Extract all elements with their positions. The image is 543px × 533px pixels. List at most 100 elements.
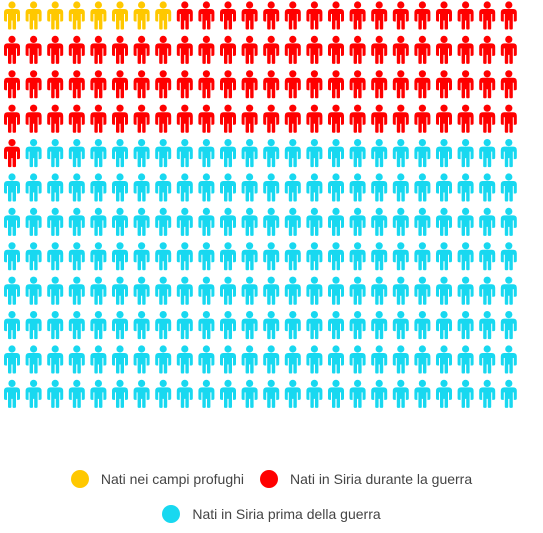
person-icon <box>112 311 128 340</box>
person-icon <box>349 242 366 271</box>
person-icon <box>284 276 301 305</box>
person-icon <box>112 104 128 133</box>
person-icon <box>68 139 85 168</box>
person-icon <box>479 104 496 133</box>
person-icon <box>436 173 452 202</box>
person-icon <box>479 242 496 271</box>
person-icon <box>176 70 193 99</box>
person-icon <box>500 379 517 408</box>
person-icon <box>414 35 431 64</box>
person-icon <box>306 242 323 271</box>
person-icon <box>198 207 215 236</box>
person-icon <box>328 311 344 340</box>
person-icon <box>457 345 474 374</box>
person-icon <box>349 345 366 374</box>
person-icon <box>479 276 496 305</box>
person-icon <box>155 345 172 374</box>
person-icon <box>25 1 42 30</box>
person-icon <box>4 379 20 408</box>
person-icon <box>155 70 172 99</box>
person-icon <box>68 35 85 64</box>
person-icon <box>414 1 431 30</box>
person-icon <box>68 345 85 374</box>
person-icon <box>263 311 280 340</box>
person-icon <box>90 379 107 408</box>
person-icon <box>176 35 193 64</box>
person-icon <box>198 276 215 305</box>
person-icon <box>500 242 517 271</box>
person-icon <box>176 345 193 374</box>
person-icon <box>90 139 107 168</box>
person-icon <box>47 345 64 374</box>
person-icon <box>414 207 431 236</box>
person-icon <box>220 379 236 408</box>
person-icon <box>436 276 452 305</box>
person-icon <box>25 311 42 340</box>
person-icon <box>284 35 301 64</box>
person-icon <box>457 104 474 133</box>
person-icon <box>133 104 150 133</box>
person-icon <box>112 242 128 271</box>
person-icon <box>328 242 344 271</box>
person-icon <box>414 70 431 99</box>
person-icon <box>198 104 215 133</box>
person-icon <box>284 345 301 374</box>
person-icon <box>436 139 452 168</box>
person-icon <box>47 207 64 236</box>
person-icon <box>198 311 215 340</box>
person-icon <box>4 345 20 374</box>
person-icon <box>414 379 431 408</box>
person-icon <box>176 311 193 340</box>
person-icon <box>133 207 150 236</box>
person-icon <box>328 276 344 305</box>
person-icon <box>4 1 20 30</box>
person-icon <box>198 1 215 30</box>
person-icon <box>220 276 236 305</box>
person-icon <box>263 139 280 168</box>
person-icon <box>47 242 64 271</box>
person-icon <box>328 173 344 202</box>
person-icon <box>436 345 452 374</box>
person-icon <box>457 139 474 168</box>
person-icon <box>436 379 452 408</box>
person-icon <box>133 345 150 374</box>
person-icon <box>479 311 496 340</box>
person-icon <box>306 345 323 374</box>
person-icon <box>220 70 236 99</box>
person-icon <box>155 139 172 168</box>
person-icon <box>371 242 388 271</box>
person-icon <box>414 345 431 374</box>
person-icon <box>392 173 409 202</box>
legend-swatch-campi <box>70 470 89 488</box>
person-icon <box>4 207 20 236</box>
person-icon <box>392 70 409 99</box>
person-icon <box>328 104 344 133</box>
person-icon <box>155 35 172 64</box>
person-icon <box>349 1 366 30</box>
legend-swatch-durante <box>260 470 279 488</box>
person-icon <box>4 276 20 305</box>
person-icon <box>90 104 107 133</box>
person-icon <box>25 139 42 168</box>
person-icon <box>284 173 301 202</box>
legend-item-prima: Nati in Siria prima della guerra <box>162 505 381 523</box>
pictogram-grid <box>4 1 517 408</box>
person-icon <box>263 379 280 408</box>
person-icon <box>349 311 366 340</box>
person-icon <box>241 207 258 236</box>
person-icon <box>25 207 42 236</box>
person-icon <box>306 276 323 305</box>
person-icon <box>68 242 85 271</box>
person-icon <box>457 70 474 99</box>
person-icon <box>90 70 107 99</box>
person-icon <box>25 35 42 64</box>
person-icon <box>133 70 150 99</box>
person-icon <box>176 104 193 133</box>
person-icon <box>328 207 344 236</box>
person-icon <box>112 276 128 305</box>
person-icon <box>457 207 474 236</box>
person-icon <box>328 35 344 64</box>
person-icon <box>371 173 388 202</box>
person-icon <box>112 35 128 64</box>
person-icon <box>263 70 280 99</box>
